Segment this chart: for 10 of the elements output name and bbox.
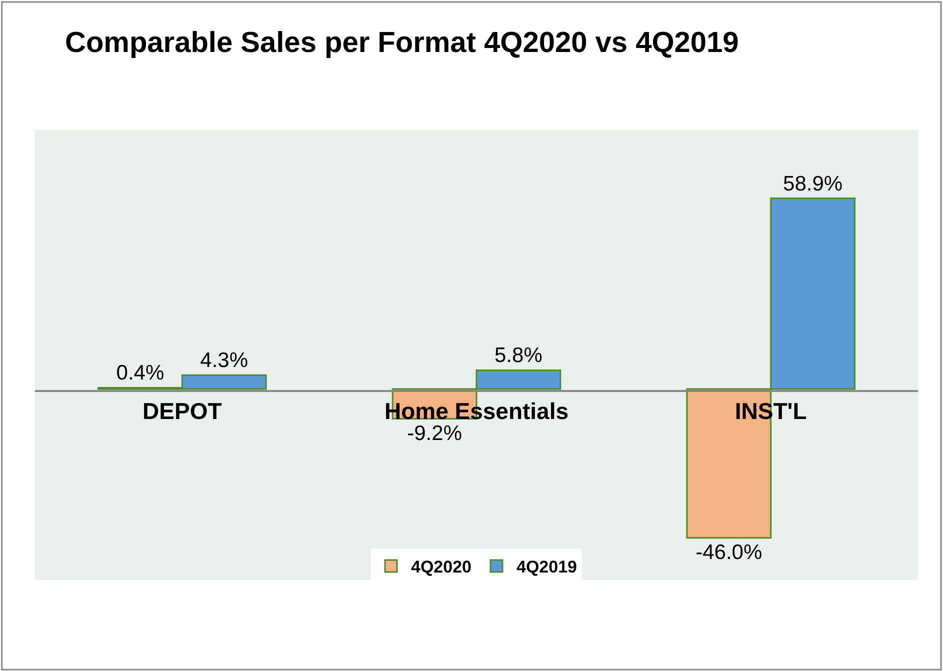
- chart-title: Comparable Sales per Format 4Q2020 vs 4Q2019: [65, 27, 739, 60]
- x-tick-label: DEPOT: [142, 398, 222, 424]
- data-label: -9.2%: [407, 422, 462, 445]
- data-label: 58.9%: [783, 172, 843, 196]
- data-label: -46.0%: [696, 540, 762, 564]
- data-label: 5.8%: [494, 344, 542, 368]
- data-label: 4.3%: [200, 349, 248, 372]
- legend-label: 4Q2020: [411, 558, 472, 577]
- legend-label: 4Q2019: [516, 558, 577, 577]
- data-label: 0.4%: [116, 362, 164, 385]
